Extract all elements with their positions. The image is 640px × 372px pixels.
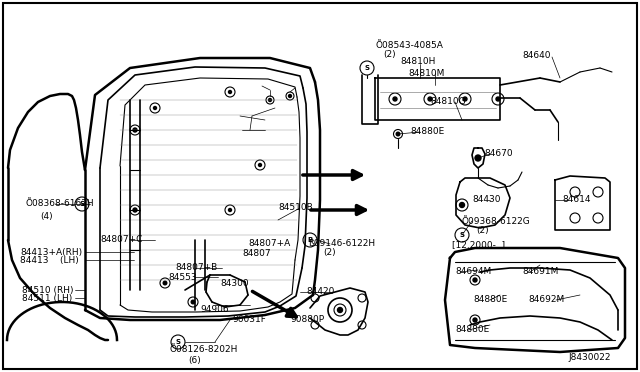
Text: 84511 (LH): 84511 (LH)	[22, 294, 72, 302]
Text: 84807+B: 84807+B	[175, 263, 217, 273]
Text: 84430: 84430	[472, 196, 500, 205]
Text: 94906: 94906	[200, 305, 228, 314]
Text: 84510 (RH): 84510 (RH)	[22, 285, 74, 295]
Text: 84692M: 84692M	[528, 295, 564, 305]
Circle shape	[473, 278, 477, 282]
Text: S: S	[175, 339, 180, 345]
Text: 84670: 84670	[484, 150, 513, 158]
Text: (2): (2)	[323, 248, 335, 257]
Text: Õ09368-6122G: Õ09368-6122G	[461, 217, 530, 225]
Text: S: S	[460, 232, 465, 238]
Text: [12.2000-  ]: [12.2000- ]	[452, 241, 505, 250]
Text: 84807: 84807	[242, 248, 271, 257]
Text: 84810H: 84810H	[400, 58, 435, 67]
Circle shape	[228, 90, 232, 93]
Text: 90880P: 90880P	[290, 315, 324, 324]
Text: 84880E: 84880E	[410, 128, 444, 137]
Circle shape	[396, 132, 400, 136]
Text: Õ08543-4085A: Õ08543-4085A	[376, 42, 444, 51]
Circle shape	[154, 106, 157, 109]
Circle shape	[393, 97, 397, 101]
Text: 84691M: 84691M	[522, 267, 558, 276]
Circle shape	[228, 208, 232, 212]
Text: (6): (6)	[188, 356, 201, 365]
Circle shape	[269, 99, 271, 102]
Text: 84553: 84553	[168, 273, 196, 282]
Circle shape	[463, 97, 467, 101]
Circle shape	[191, 300, 195, 304]
Circle shape	[289, 94, 291, 97]
Text: (4): (4)	[40, 212, 52, 221]
Text: (2): (2)	[383, 51, 396, 60]
Text: 84300: 84300	[220, 279, 248, 289]
Text: 84807+C: 84807+C	[100, 235, 142, 244]
Text: 96031F: 96031F	[232, 315, 266, 324]
Circle shape	[259, 164, 262, 167]
Text: 84420: 84420	[306, 288, 334, 296]
Circle shape	[460, 202, 465, 208]
Circle shape	[496, 97, 500, 101]
Text: Õ08368-6162H: Õ08368-6162H	[25, 199, 93, 208]
Text: (2): (2)	[476, 225, 488, 234]
Text: 84880E: 84880E	[455, 326, 489, 334]
Circle shape	[133, 128, 137, 132]
Text: ß09146-6122H: ß09146-6122H	[308, 240, 375, 248]
Circle shape	[473, 318, 477, 322]
Text: S: S	[79, 201, 84, 207]
Circle shape	[475, 155, 481, 161]
Circle shape	[428, 97, 432, 101]
Text: 84880E: 84880E	[473, 295, 508, 305]
Circle shape	[133, 208, 137, 212]
Text: B: B	[307, 237, 312, 243]
Text: J8430022: J8430022	[568, 353, 611, 362]
Text: 84807+A: 84807+A	[248, 240, 291, 248]
Text: 84810G: 84810G	[430, 97, 466, 106]
Text: 84413    (LH): 84413 (LH)	[20, 256, 79, 264]
Text: Õ08126-8202H: Õ08126-8202H	[170, 346, 238, 355]
Circle shape	[337, 308, 342, 312]
Text: 84510B: 84510B	[278, 203, 313, 212]
Text: 84640: 84640	[522, 51, 550, 61]
Text: 84413+A(RH): 84413+A(RH)	[20, 247, 82, 257]
Text: 84614: 84614	[562, 196, 591, 205]
Text: S: S	[365, 65, 369, 71]
Text: 84810M: 84810M	[408, 68, 444, 77]
Circle shape	[163, 281, 167, 285]
Text: 84694M: 84694M	[455, 267, 492, 276]
